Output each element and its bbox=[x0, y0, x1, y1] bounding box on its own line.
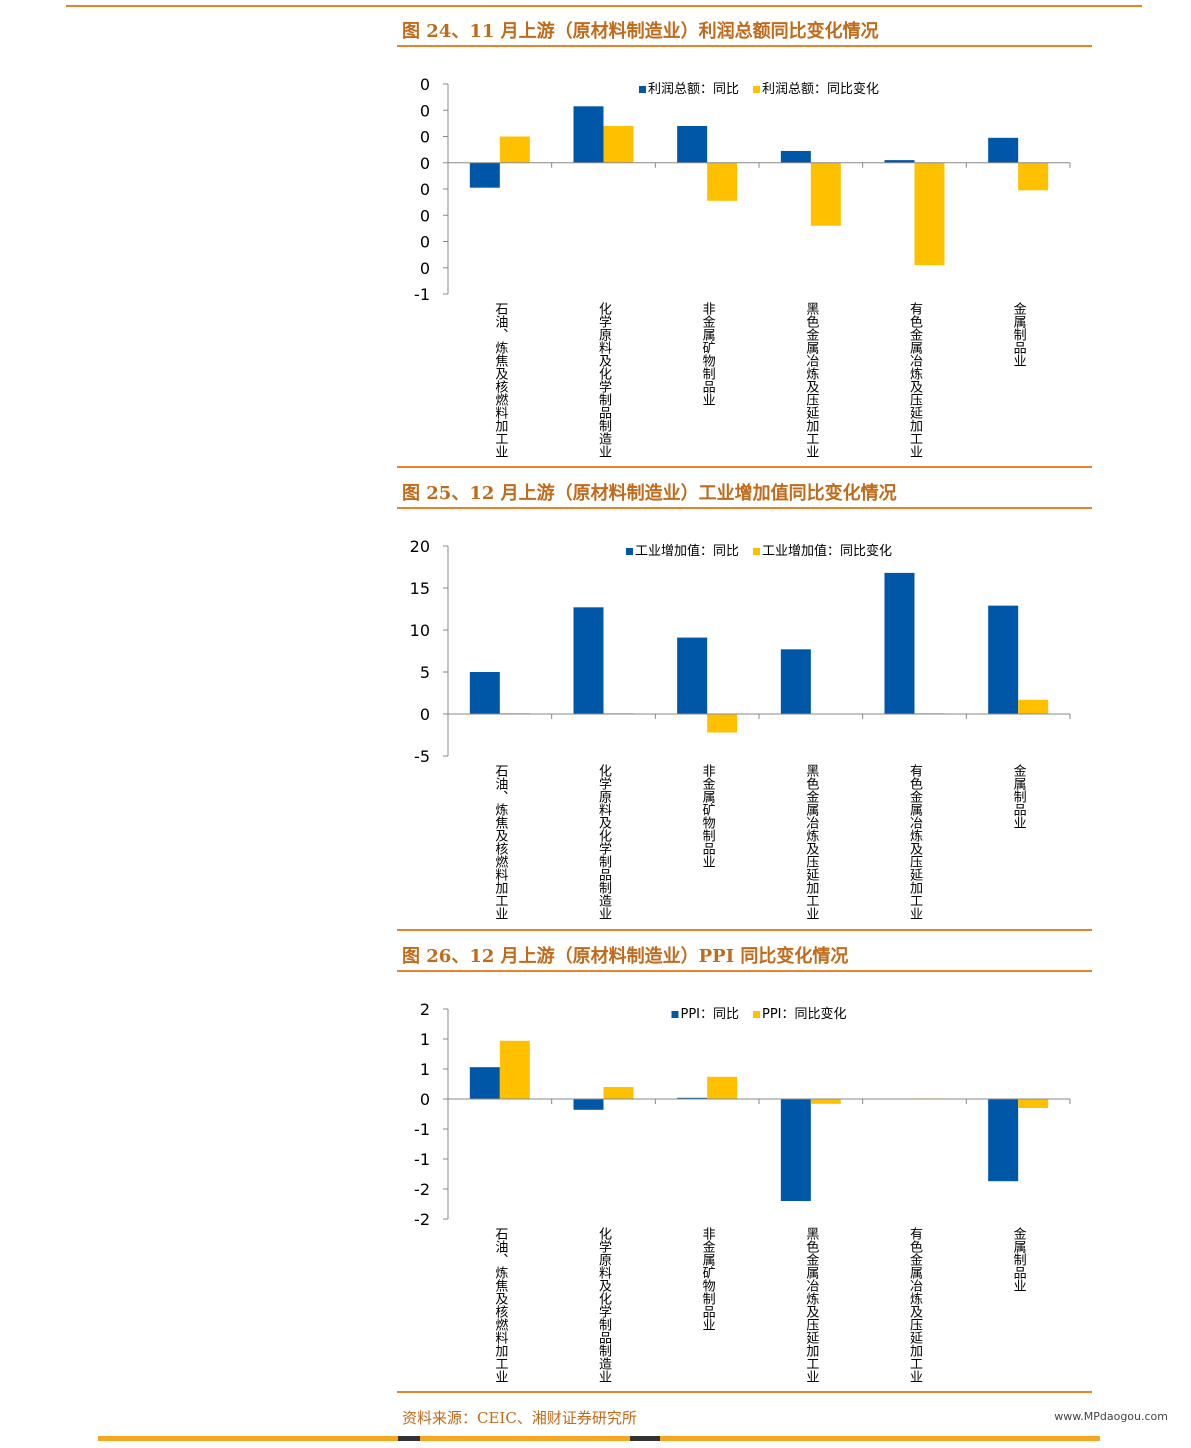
figure-title: 图 24、11 月上游（原材料制造业）利润总额同比变化情况 bbox=[402, 20, 879, 42]
bar bbox=[573, 607, 604, 714]
y-tick-label: 0 bbox=[420, 1090, 430, 1109]
bar bbox=[469, 1067, 500, 1099]
legend-label: 工业增加值：同比 bbox=[635, 543, 739, 559]
y-tick-label: -2 bbox=[414, 1180, 430, 1199]
legend-swatch bbox=[671, 1011, 679, 1018]
x-tick-label: 有色金属冶炼及压延加工业 bbox=[907, 302, 923, 458]
bar bbox=[1018, 1099, 1049, 1108]
y-tick-label: 0 bbox=[420, 75, 430, 94]
legend-label: 工业增加值：同比变化 bbox=[762, 543, 892, 559]
bar bbox=[988, 605, 1019, 714]
x-tick-label: 金属制品业 bbox=[1011, 301, 1027, 367]
y-tick-label: 2 bbox=[420, 1000, 430, 1019]
legend-label: PPI：同比变化 bbox=[762, 1006, 847, 1022]
bar bbox=[677, 637, 708, 714]
legend-swatch bbox=[638, 86, 646, 93]
y-tick-label: -1 bbox=[414, 1150, 430, 1169]
legend-swatch bbox=[625, 548, 633, 555]
x-tick-label: 化学原料及化学制品制造业 bbox=[596, 1227, 612, 1383]
legend-swatch bbox=[753, 1011, 760, 1018]
x-tick-label: 黑色金属冶炼及压延加工业 bbox=[803, 764, 819, 920]
y-tick-label: 0 bbox=[420, 206, 430, 225]
legend: 工业增加值：同比 工业增加值：同比变化 bbox=[625, 543, 892, 559]
x-tick-label: 金属制品业 bbox=[1011, 763, 1027, 829]
y-tick-label: -1 bbox=[414, 1120, 430, 1139]
source-note: 资料来源：CEIC、湘财证券研究所 bbox=[402, 1409, 637, 1427]
x-tick-label: 石油、炼焦及核燃料加工业 bbox=[492, 1227, 508, 1383]
x-tick-label: 石油、炼焦及核燃料加工业 bbox=[492, 764, 508, 920]
figure-title: 图 25、12 月上游（原材料制造业）工业增加值同比变化情况 bbox=[402, 482, 897, 504]
legend: 利润总额：同比 利润总额：同比变化 bbox=[638, 81, 879, 97]
bar bbox=[499, 1040, 530, 1099]
bar bbox=[469, 672, 500, 714]
bar bbox=[914, 162, 945, 266]
bar bbox=[884, 160, 915, 163]
bar bbox=[707, 162, 738, 201]
y-tick-label: 0 bbox=[420, 101, 430, 120]
y-tick-label: 0 bbox=[420, 154, 430, 173]
bar bbox=[988, 137, 1019, 163]
bar bbox=[499, 136, 530, 163]
bar bbox=[988, 1099, 1019, 1182]
figure-title: 图 26、12 月上游（原材料制造业）PPI 同比变化情况 bbox=[402, 945, 848, 967]
bar bbox=[573, 106, 604, 163]
bar bbox=[707, 1076, 738, 1099]
bar bbox=[603, 1087, 634, 1099]
x-tick-label: 黑色金属冶炼及压延加工业 bbox=[803, 302, 819, 458]
x-tick-label: 金属制品业 bbox=[1011, 1226, 1027, 1292]
bar bbox=[469, 162, 500, 188]
y-tick-label: 1 bbox=[420, 1060, 430, 1079]
x-tick-label: 化学原料及化学制品制造业 bbox=[596, 764, 612, 920]
y-tick-label: 20 bbox=[410, 537, 430, 556]
bar bbox=[677, 1097, 708, 1099]
legend-label: 利润总额：同比 bbox=[648, 82, 739, 97]
bar bbox=[780, 1099, 811, 1201]
y-tick-label: 0 bbox=[420, 128, 430, 147]
y-tick-label: 0 bbox=[420, 180, 430, 199]
x-tick-label: 非金属矿物制品业 bbox=[700, 1227, 716, 1331]
y-tick-label: -5 bbox=[414, 747, 430, 766]
bottom-strip bbox=[98, 1436, 1100, 1441]
x-tick-label: 化学原料及化学制品制造业 bbox=[596, 302, 612, 458]
bar bbox=[810, 1099, 841, 1104]
y-tick-label: 5 bbox=[420, 663, 430, 682]
legend: PPI：同比 PPI：同比变化 bbox=[671, 1006, 847, 1022]
x-tick-label: 非金属矿物制品业 bbox=[700, 302, 716, 406]
bar bbox=[780, 150, 811, 163]
y-tick-label: -2 bbox=[414, 1210, 430, 1229]
x-tick-label: 黑色金属冶炼及压延加工业 bbox=[803, 1227, 819, 1383]
x-tick-label: 有色金属冶炼及压延加工业 bbox=[907, 1227, 923, 1383]
bar bbox=[707, 714, 738, 733]
y-tick-label: 0 bbox=[420, 233, 430, 252]
y-tick-label: 1 bbox=[420, 1030, 430, 1049]
bar bbox=[677, 126, 708, 163]
watermark: www.MPdaogou.com bbox=[1054, 1410, 1168, 1423]
y-tick-label: 0 bbox=[420, 705, 430, 724]
bar bbox=[603, 126, 634, 163]
bar bbox=[1018, 699, 1049, 714]
legend-label: 利润总额：同比变化 bbox=[762, 81, 879, 97]
bar bbox=[780, 649, 811, 714]
y-tick-label: 15 bbox=[410, 579, 430, 598]
y-tick-label: 10 bbox=[410, 621, 430, 640]
legend-swatch bbox=[753, 86, 760, 93]
y-tick-label: -1 bbox=[414, 285, 430, 304]
legend-label: PPI：同比 bbox=[680, 1007, 739, 1022]
x-tick-label: 非金属矿物制品业 bbox=[700, 764, 716, 868]
legend-swatch bbox=[753, 548, 760, 555]
bar bbox=[1018, 162, 1049, 191]
x-tick-label: 石油、炼焦及核燃料加工业 bbox=[492, 302, 508, 458]
y-tick-label: 0 bbox=[420, 259, 430, 278]
x-tick-label: 有色金属冶炼及压延加工业 bbox=[907, 764, 923, 920]
bar bbox=[573, 1099, 604, 1110]
bar bbox=[884, 572, 915, 714]
bar bbox=[810, 162, 841, 226]
